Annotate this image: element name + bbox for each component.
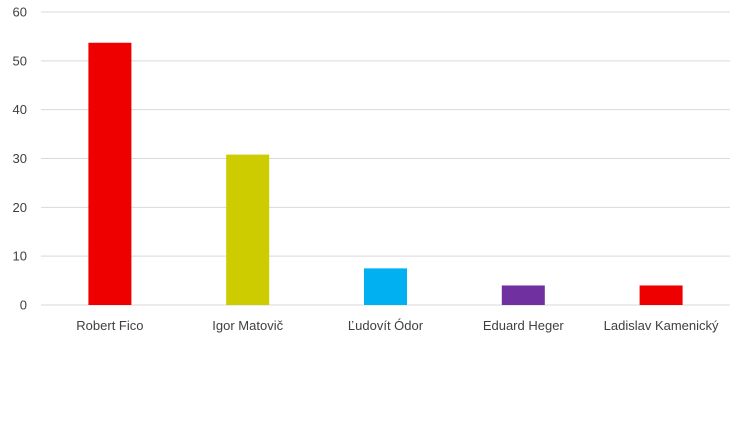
bar-2 [364,268,407,305]
x-axis-category-labels: Robert Fico Igor Matovič Ľudovít Ódor Eduar… [76,318,719,333]
x-category-label: Ladislav Kamenický [604,318,719,333]
gridlines [41,11,730,306]
bar-0 [88,42,132,305]
y-axis-tick-labels: 0 10 20 30 40 50 60 [13,5,27,313]
bar-3 [501,285,545,305]
y-tick-label: 50 [13,53,27,68]
y-tick-label: 40 [13,102,27,117]
x-category-label: Ľudovít Ódor [348,318,424,333]
x-category-label: Eduard Heger [483,318,565,333]
bar-1 [226,154,270,305]
y-tick-label: 0 [20,298,27,313]
x-category-label: Robert Fico [76,318,143,333]
y-tick-label: 20 [13,200,27,215]
x-category-label: Igor Matovič [212,318,283,333]
y-tick-label: 30 [13,151,27,166]
y-tick-label: 60 [13,5,27,20]
bars [88,42,683,305]
y-tick-label: 10 [13,249,27,264]
bar-4 [639,285,683,305]
